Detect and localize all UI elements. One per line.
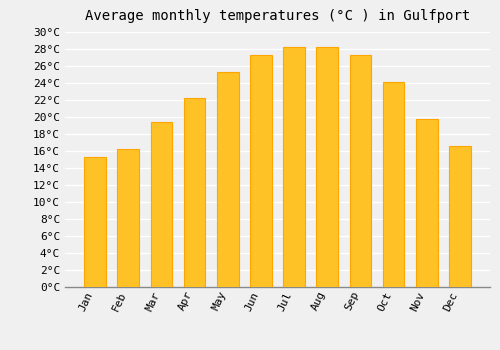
Bar: [84, 157, 106, 287]
Bar: [184, 98, 206, 287]
Bar: [250, 55, 272, 287]
Bar: [118, 149, 139, 287]
Bar: [416, 119, 438, 287]
Bar: [350, 55, 371, 287]
Title: Average monthly temperatures (°C ) in Gulfport: Average monthly temperatures (°C ) in Gu…: [85, 9, 470, 23]
Bar: [316, 47, 338, 287]
Bar: [150, 122, 172, 287]
Bar: [383, 82, 404, 287]
Bar: [449, 146, 470, 287]
Bar: [217, 72, 238, 287]
Bar: [284, 47, 305, 287]
